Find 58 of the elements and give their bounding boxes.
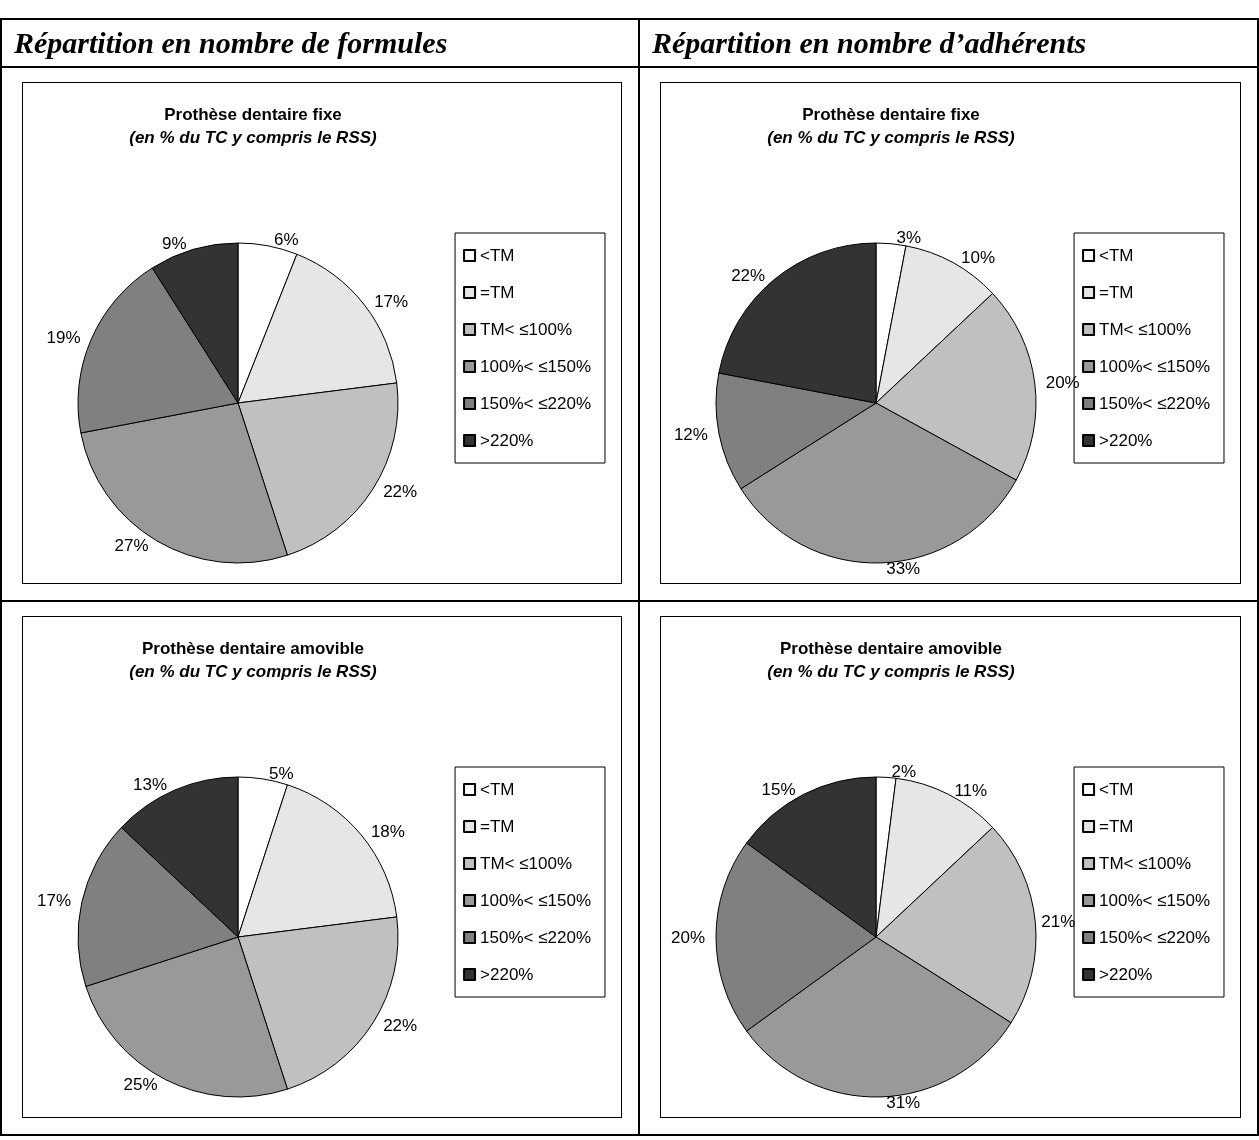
legend-label: 100%< ≤150% [480, 357, 592, 376]
data-label: 10% [960, 248, 995, 268]
chart-title: Prothèse dentaire fixe [164, 105, 342, 124]
chart-subtitle: (en % du TC y compris le RSS) [767, 662, 1016, 681]
data-label: 17% [374, 291, 409, 311]
chart-subtitle: (en % du TC y compris le RSS) [767, 128, 1016, 147]
legend-label: TM< ≤100% [480, 320, 573, 339]
data-label: 20% [670, 927, 705, 947]
legend-label: TM< ≤100% [480, 854, 573, 873]
data-label: 6% [274, 230, 299, 250]
legend-label: =TM [480, 283, 515, 302]
legend-label: =TM [1099, 283, 1134, 302]
legend-label: 150%< ≤220% [1099, 928, 1211, 947]
data-label: 12% [673, 424, 708, 444]
legend-label: TM< ≤100% [1099, 854, 1192, 873]
data-label: 25% [123, 1075, 158, 1095]
legend-label: <TM [1099, 246, 1134, 265]
data-label: 3% [896, 228, 922, 248]
legend-label: 100%< ≤150% [480, 891, 592, 910]
legend-label: 150%< ≤220% [1099, 394, 1211, 413]
chart-subtitle: (en % du TC y compris le RSS) [129, 662, 378, 681]
data-label: 15% [761, 779, 796, 799]
legend-label: =TM [480, 817, 515, 836]
chart-title: Prothèse dentaire amovible [141, 639, 365, 658]
text: Répartition en nombre d’adhérents [640, 20, 1257, 68]
legend-label: 150%< ≤220% [480, 394, 592, 413]
legend-label: 100%< ≤150% [1099, 357, 1211, 376]
data-label: 31% [886, 1093, 921, 1113]
chart-subtitle: (en % du TC y compris le RSS) [129, 128, 378, 147]
legend-label: <TM [480, 780, 515, 799]
data-label: 13% [133, 775, 168, 795]
legend-label: >220% [1099, 965, 1153, 984]
legend-label: <TM [480, 246, 515, 265]
chart-title: Prothèse dentaire amovible [779, 639, 1003, 658]
legend-label: =TM [1099, 817, 1134, 836]
legend-label: TM< ≤100% [1099, 320, 1192, 339]
data-label: 17% [36, 891, 71, 911]
data-label: 5% [268, 763, 294, 783]
chart-title: Prothèse dentaire fixe [802, 105, 980, 124]
data-label: 21% [1041, 911, 1076, 931]
data-label: 2% [891, 761, 916, 781]
legend-label: >220% [1099, 431, 1153, 450]
data-label: 18% [370, 821, 405, 841]
text: Répartition en nombre de formules [2, 20, 638, 68]
legend-label: 100%< ≤150% [1099, 891, 1211, 910]
data-label: 11% [954, 780, 988, 800]
legend-label: <TM [1099, 780, 1134, 799]
legend-label: >220% [480, 431, 534, 450]
data-label: 33% [886, 559, 921, 579]
legend-label: >220% [480, 965, 534, 984]
data-label: 9% [162, 234, 187, 254]
data-label: 20% [1045, 372, 1080, 392]
data-label: 22% [383, 1016, 418, 1036]
data-label: 27% [114, 536, 149, 556]
data-label: 22% [383, 482, 418, 502]
legend-label: 150%< ≤220% [480, 928, 592, 947]
data-label: 22% [731, 265, 766, 285]
data-label: 19% [46, 327, 81, 347]
